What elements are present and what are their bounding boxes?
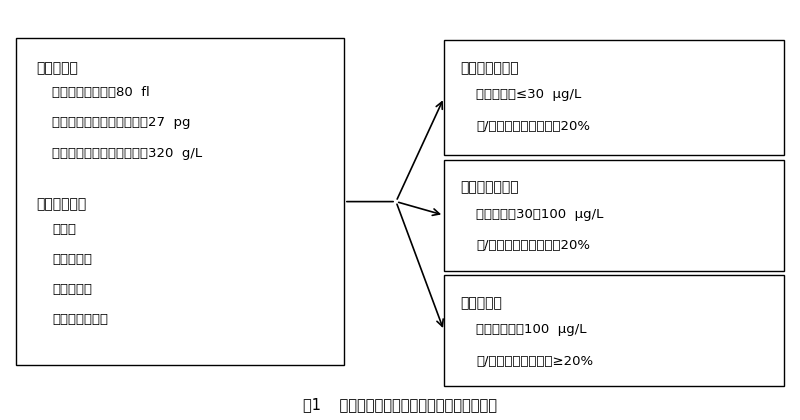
- Text: 且/或转鐵蛋白饱和度≥20%: 且/或转鐵蛋白饱和度≥20%: [476, 355, 593, 368]
- FancyBboxPatch shape: [444, 275, 784, 386]
- Text: 血清鐵蛋白＞100  μg/L: 血清鐵蛋白＞100 μg/L: [476, 323, 586, 336]
- Text: 鐵代谢检查：: 鐵代谢检查：: [36, 197, 86, 211]
- Text: 功能性鐵缺乏：: 功能性鐵缺乏：: [460, 181, 518, 194]
- Text: 常规检查：: 常规检查：: [36, 61, 78, 75]
- Text: 红细胞平均血红蛋白含量＜27  pg: 红细胞平均血红蛋白含量＜27 pg: [52, 116, 190, 129]
- Text: 绝对性鐵缺乏：: 绝对性鐵缺乏：: [460, 61, 518, 75]
- Text: 且/或转鐵蛋白饱和度＜20%: 且/或转鐵蛋白饱和度＜20%: [476, 120, 590, 133]
- Text: 非鐵缺乏：: 非鐵缺乏：: [460, 296, 502, 310]
- FancyBboxPatch shape: [16, 38, 344, 365]
- Text: 总鐵结合力: 总鐵结合力: [52, 253, 92, 266]
- Text: 血清鐵蛋白30～100  μg/L: 血清鐵蛋白30～100 μg/L: [476, 208, 603, 221]
- Text: 血清鐵: 血清鐵: [52, 223, 76, 236]
- Text: 且/或转鐵蛋白饱和度＜20%: 且/或转鐵蛋白饱和度＜20%: [476, 239, 590, 252]
- Text: 红细胞平均体积＜80  fl: 红细胞平均体积＜80 fl: [52, 86, 150, 99]
- FancyBboxPatch shape: [444, 160, 784, 271]
- Text: 血清鐵蛋白: 血清鐵蛋白: [52, 283, 92, 296]
- Text: 转鐵蛋白饱和度: 转鐵蛋白饱和度: [52, 313, 108, 326]
- Text: 图1    鐵缺乏症和缺鐵性贫血的检验项目及分类: 图1 鐵缺乏症和缺鐵性贫血的检验项目及分类: [303, 397, 497, 412]
- FancyBboxPatch shape: [444, 40, 784, 155]
- Text: 血清鐵蛋白≤30  μg/L: 血清鐵蛋白≤30 μg/L: [476, 88, 582, 101]
- Text: 红细胞平均血红蛋白浓度＜320  g/L: 红细胞平均血红蛋白浓度＜320 g/L: [52, 147, 202, 160]
